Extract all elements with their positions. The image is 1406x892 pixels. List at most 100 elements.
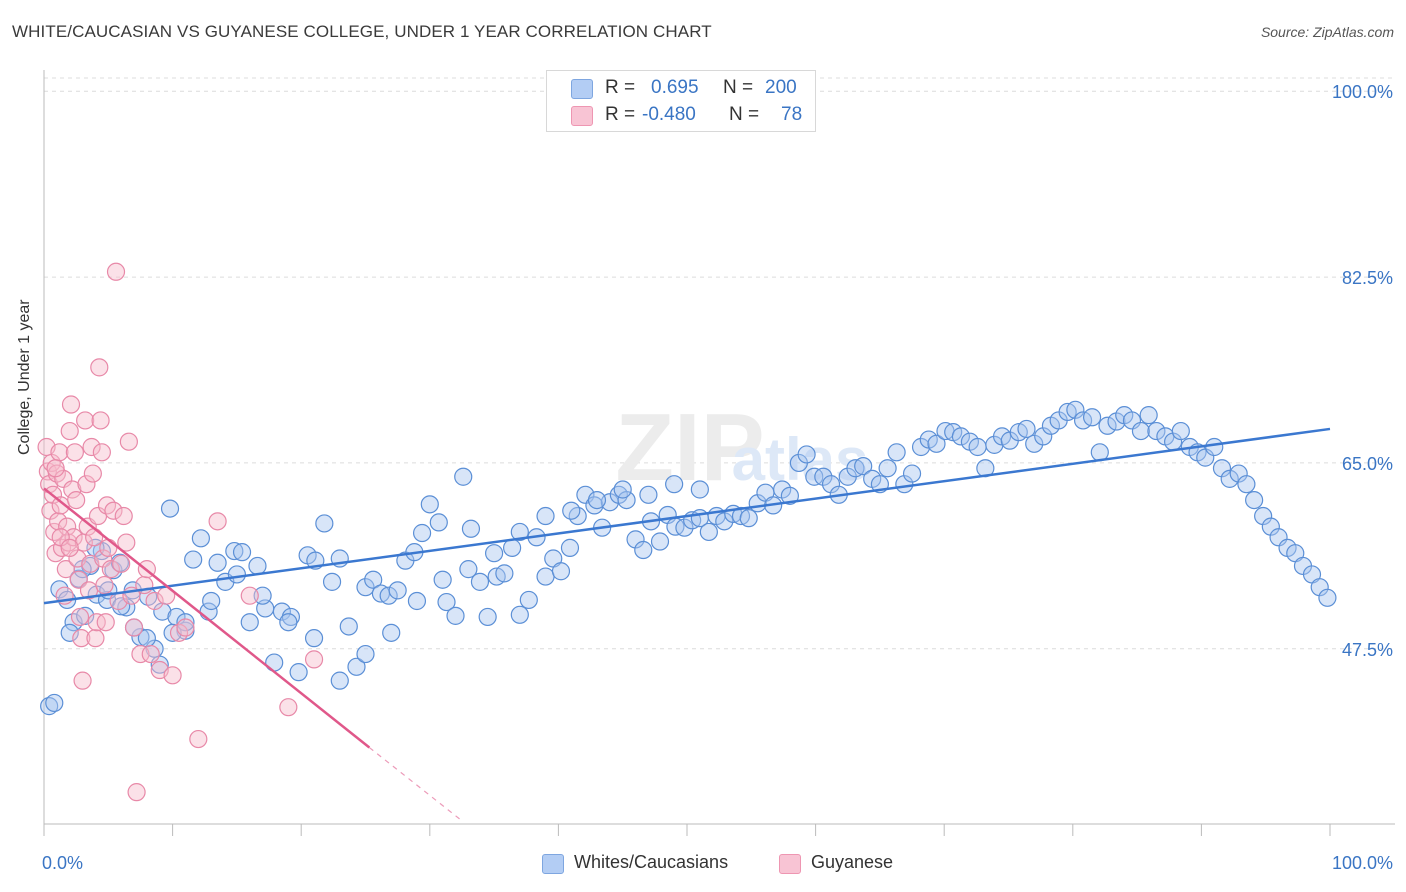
point-guyanese-37	[85, 528, 104, 547]
point-guyanese-45	[95, 575, 114, 595]
point-guyanese-72	[240, 586, 259, 605]
point-guyanese-20	[63, 480, 82, 499]
legend-n-label: N =	[729, 104, 760, 125]
point-whites-175	[279, 613, 298, 632]
point-whites-61	[503, 538, 522, 557]
point-whites-44	[364, 570, 383, 589]
grid-lines	[44, 77, 1395, 650]
legend-label-guyanese: Guyanese	[811, 852, 894, 872]
point-guyanese-16	[58, 517, 77, 536]
point-whites-161	[1318, 588, 1337, 607]
point-guyanese-70	[189, 729, 208, 749]
point-whites-62	[510, 605, 529, 624]
point-guyanese-56	[119, 432, 138, 451]
point-whites-55	[454, 467, 473, 486]
point-whites-65	[536, 567, 555, 586]
y-tick-label-0: 47.5%	[1342, 640, 1393, 660]
point-guyanese-75	[46, 459, 65, 478]
point-whites-19	[160, 499, 180, 518]
point-whites-177	[330, 671, 349, 690]
point-whites-173	[227, 565, 246, 584]
point-whites-184	[510, 522, 529, 542]
point-whites-30	[248, 556, 267, 576]
point-guyanese-55	[117, 533, 136, 552]
point-guyanese-73	[279, 698, 298, 717]
point-whites-118	[968, 437, 987, 457]
point-whites-111	[911, 437, 931, 457]
point-whites-172	[202, 591, 221, 611]
trend-lines	[43, 427, 1331, 822]
y-tick-label-3: 100.0%	[1332, 82, 1393, 102]
legend-n-value: 78	[781, 104, 803, 125]
point-whites-116	[951, 427, 971, 446]
point-guyanese-58	[124, 618, 144, 637]
point-whites-191	[690, 480, 709, 499]
point-whites-38	[315, 514, 334, 533]
point-whites-134	[1098, 416, 1117, 435]
point-guyanese-59	[127, 783, 146, 802]
y-tick-label-1: 65.0%	[1342, 454, 1393, 474]
point-whites-182	[459, 560, 478, 579]
point-guyanese-38	[86, 629, 105, 648]
point-whites-56	[461, 519, 481, 538]
point-guyanese-27	[72, 629, 91, 648]
point-whites-143	[1171, 421, 1190, 441]
point-guyanese-67	[163, 666, 182, 685]
point-whites-57	[470, 572, 490, 591]
point-whites-52	[429, 513, 448, 532]
point-guyanese-10	[50, 443, 69, 462]
point-whites-27	[225, 541, 244, 561]
point-guyanese-49	[101, 560, 120, 579]
point-whites-68	[560, 538, 580, 557]
legend-n-label: N =	[723, 77, 754, 98]
point-whites-124	[1017, 419, 1036, 439]
point-guyanese-48	[99, 538, 118, 557]
legend-r-value: -0.480	[642, 104, 696, 125]
point-guyanese-43	[92, 443, 111, 462]
point-guyanese-31	[77, 475, 96, 494]
point-whites-22	[184, 550, 203, 569]
point-whites-46	[379, 586, 398, 605]
point-guyanese-19	[61, 395, 81, 414]
point-whites-75	[617, 490, 636, 510]
point-whites-138	[1131, 421, 1151, 441]
x-tick-label-0: 0.0%	[42, 853, 83, 873]
point-whites-95	[780, 486, 799, 505]
point-guyanese-28	[73, 671, 92, 690]
point-whites-147	[1205, 437, 1224, 457]
point-whites-85	[699, 522, 718, 542]
point-whites-25	[208, 553, 227, 572]
point-whites-113	[927, 434, 946, 453]
axes	[43, 70, 1395, 836]
point-guyanese-53	[112, 554, 131, 573]
point-whites-152	[1245, 490, 1264, 510]
point-whites-54	[446, 606, 465, 625]
point-whites-183	[485, 544, 504, 563]
point-whites-41	[339, 617, 358, 636]
point-whites-187	[587, 490, 607, 510]
point-whites-58	[478, 607, 497, 627]
point-whites-90	[739, 509, 758, 528]
point-guyanese-23	[67, 490, 86, 510]
point-whites-35	[289, 663, 308, 682]
legend-label-whites: Whites/Caucasians	[574, 852, 729, 872]
chart-title: WHITE/CAUCASIAN VS GUYANESE COLLEGE, UND…	[12, 22, 712, 41]
legend-r-label: R =	[605, 104, 636, 125]
point-whites-189	[639, 485, 658, 504]
point-whites-28	[232, 543, 252, 562]
point-whites-181	[433, 570, 452, 589]
point-whites-79	[650, 532, 670, 551]
x-tick-label-1: 100.0%	[1332, 853, 1393, 873]
point-guyanese-46	[96, 613, 115, 632]
point-guyanese-54	[114, 506, 133, 526]
legend-swatch-whites	[542, 854, 564, 874]
point-whites-82	[675, 518, 694, 537]
source-label: Source: ZipAtlas.com	[1260, 24, 1394, 40]
point-whites-47	[388, 581, 407, 600]
point-guyanese-42	[91, 411, 110, 430]
legend-r-label: R =	[605, 77, 636, 98]
point-guyanese-26	[70, 607, 90, 627]
point-guyanese-71	[208, 512, 227, 531]
point-whites-1	[45, 693, 64, 713]
point-guyanese-30	[76, 411, 95, 430]
